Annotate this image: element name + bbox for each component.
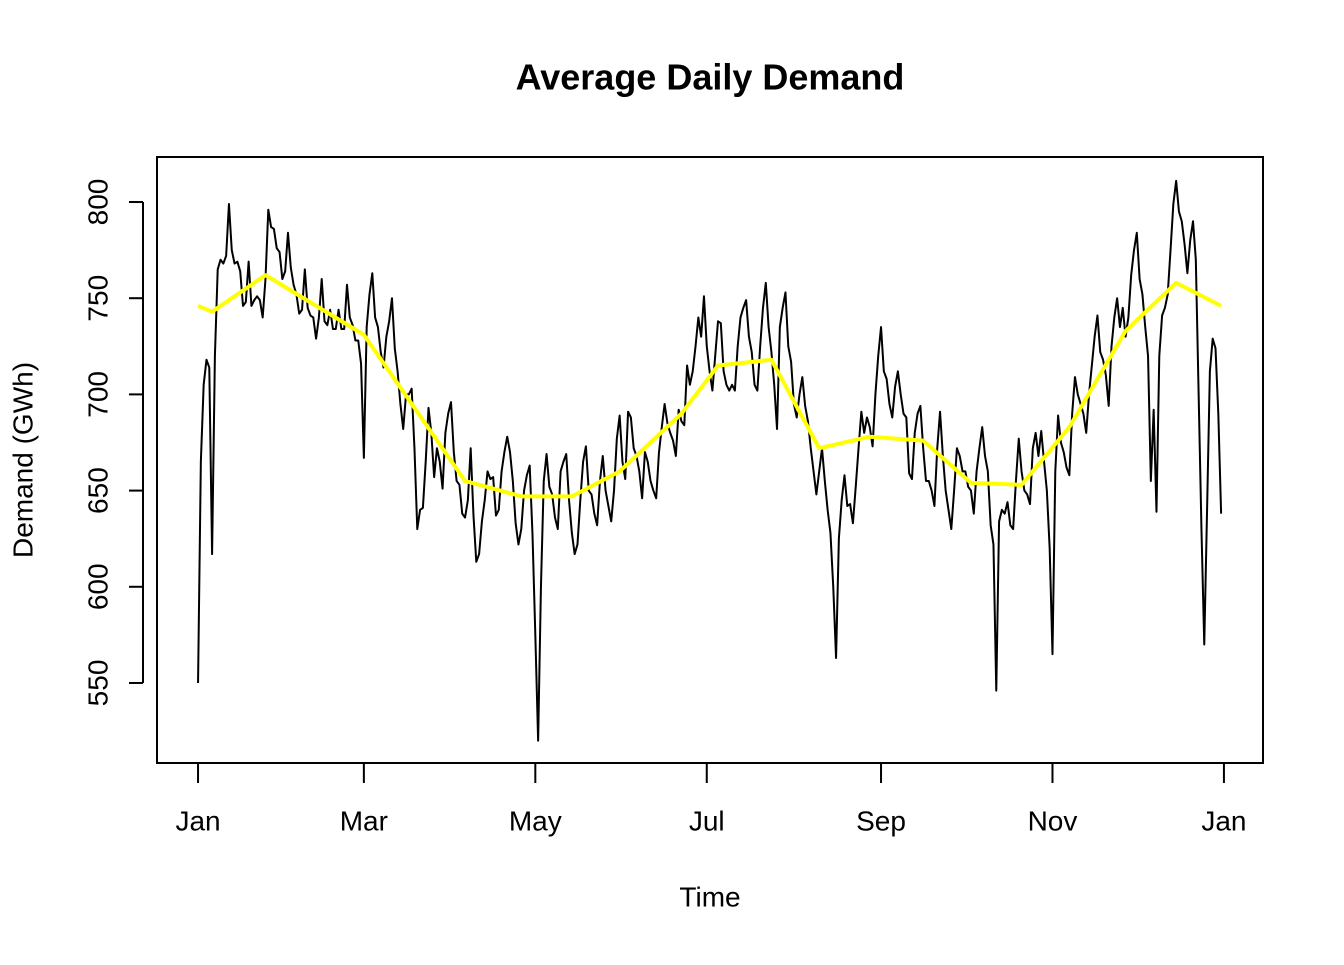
x-tick-label: May — [509, 805, 562, 836]
y-tick-label: 700 — [82, 371, 113, 418]
y-tick-label: 600 — [82, 563, 113, 610]
chart-title: Average Daily Demand — [516, 57, 905, 98]
x-axis-title: Time — [679, 881, 740, 912]
y-tick-label: 800 — [82, 179, 113, 226]
y-tick-label: 750 — [82, 275, 113, 322]
y-axis-title: Demand (GWh) — [7, 362, 38, 558]
data-line — [197, 273, 1223, 499]
y-tick-label: 550 — [82, 660, 113, 707]
y-tick-label: 650 — [82, 467, 113, 514]
x-tick-label: Jan — [1201, 805, 1246, 836]
x-tick-label: Nov — [1028, 805, 1078, 836]
x-tick-label: Jan — [175, 805, 220, 836]
data-line — [197, 179, 1223, 742]
x-tick-label: Mar — [340, 805, 388, 836]
x-tick-label: Sep — [856, 805, 906, 836]
x-tick-label: Jul — [689, 805, 725, 836]
